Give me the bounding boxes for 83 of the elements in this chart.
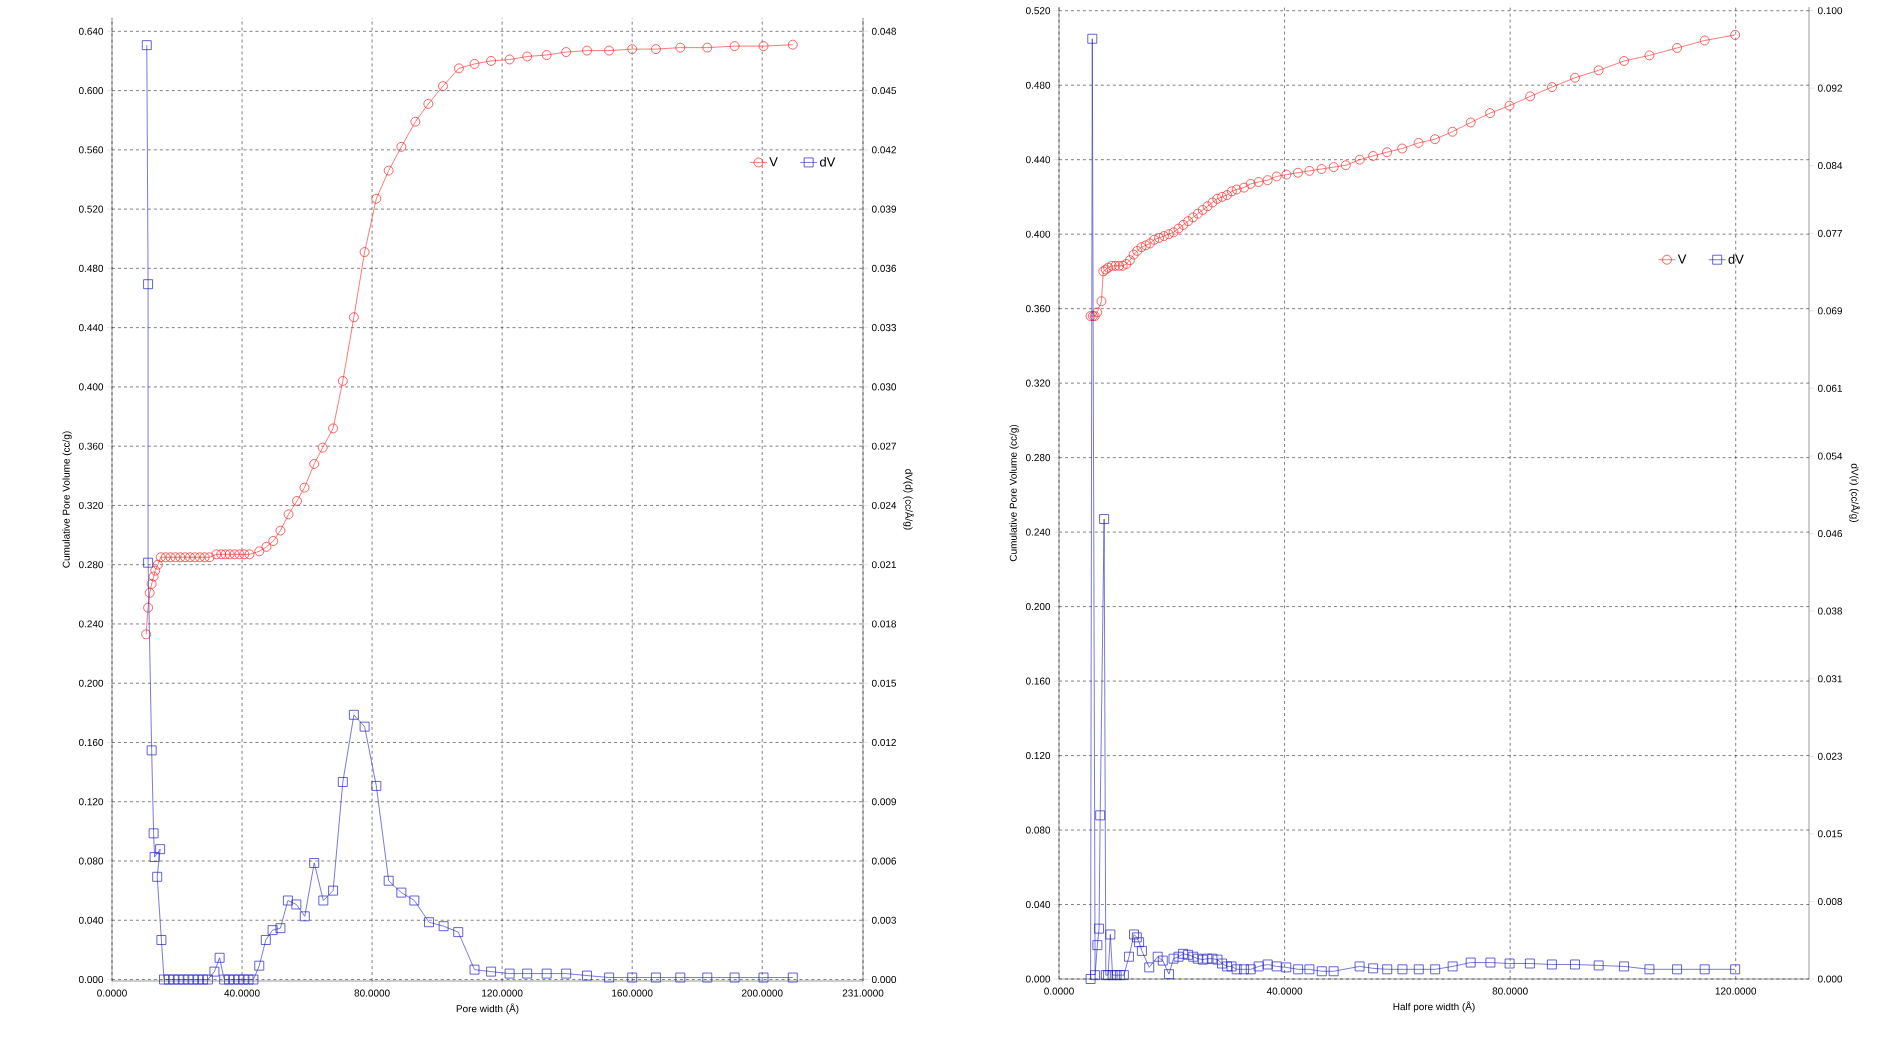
y-tick-label: 0.000 — [1025, 975, 1051, 983]
y2-axis-title: dV(r) (cc/Å/g) — [1849, 463, 1861, 522]
y-tick-label: 0.160 — [78, 738, 104, 746]
y-tick-label: 0.440 — [78, 324, 104, 332]
x-axis-title: Half pore width (Å) — [1393, 1001, 1475, 1013]
y-tick-label: 0.240 — [1025, 528, 1051, 536]
y-tick-label: 0.560 — [78, 146, 104, 154]
x-tick-label: 80.0000 — [1492, 987, 1528, 995]
y2-tick-label: 0.061 — [1817, 384, 1842, 392]
y-tick-label: 0.040 — [78, 916, 104, 924]
y2-tick-label: 0.033 — [871, 324, 897, 332]
y-tick-label: 0.360 — [1025, 305, 1051, 313]
y2-tick-label: 0.000 — [871, 975, 897, 984]
y-tick-label: 0.200 — [78, 679, 104, 687]
y2-tick-label: 0.003 — [871, 916, 897, 924]
y2-tick-label: 0.069 — [1817, 307, 1843, 315]
y2-tick-label: 0.038 — [1817, 607, 1843, 615]
y-tick-label: 0.480 — [78, 264, 104, 272]
legend-label: V — [1677, 254, 1687, 264]
y-tick-label: 0.240 — [78, 620, 104, 628]
y-tick-label: 0.080 — [78, 857, 104, 865]
y2-tick-label: 0.023 — [1817, 752, 1843, 760]
y-tick-label: 0.280 — [78, 561, 104, 569]
legend-label: dV — [820, 156, 836, 167]
x-tick-label: 120.0000 — [482, 989, 523, 997]
y-tick-label: 0.640 — [78, 27, 104, 35]
x-tick-label: 40.0000 — [224, 989, 260, 997]
y2-tick-label: 0.077 — [1817, 229, 1842, 237]
y2-tick-label: 0.092 — [1817, 84, 1842, 92]
y2-tick-label: 0.009 — [871, 798, 896, 806]
y2-tick-label: 0.048 — [871, 27, 897, 35]
y-tick-label: 0.080 — [1025, 826, 1051, 834]
y2-tick-label: 0.012 — [871, 738, 896, 746]
y-tick-label: 0.600 — [78, 87, 104, 95]
y2-tick-label: 0.006 — [871, 857, 897, 865]
y2-tick-label: 0.036 — [871, 264, 897, 272]
y2-tick-label: 0.039 — [871, 205, 896, 213]
x-tick-label: 0.0000 — [1044, 987, 1074, 995]
y2-tick-label: 0.027 — [871, 442, 896, 450]
legend-label: V — [769, 157, 778, 167]
x-tick-label: 40.0000 — [1266, 987, 1303, 995]
x-tick-label: 0.0000 — [97, 989, 127, 997]
x-tick-label: 200.0000 — [741, 989, 783, 997]
y2-tick-label: 0.084 — [1817, 162, 1843, 170]
y-tick-label: 0.200 — [1025, 603, 1051, 611]
x-tick-label: 80.0000 — [354, 989, 390, 997]
y-tick-label: 0.320 — [78, 501, 104, 509]
y-tick-label: 0.160 — [1025, 677, 1051, 685]
y-tick-label: 0.040 — [1025, 900, 1051, 909]
y2-tick-label: 0.054 — [1817, 452, 1843, 460]
y2-tick-label: 0.000 — [1817, 975, 1843, 983]
y-tick-label: 0.440 — [1025, 156, 1051, 164]
y2-tick-label: 0.021 — [871, 561, 896, 569]
y2-tick-label: 0.042 — [871, 146, 896, 154]
y-tick-label: 0.120 — [1025, 752, 1051, 760]
y-tick-label: 0.120 — [78, 798, 104, 806]
y-tick-label: 0.400 — [1025, 230, 1051, 238]
y2-tick-label: 0.008 — [1817, 898, 1843, 906]
y-tick-label: 0.280 — [1025, 454, 1051, 462]
x-tick-label: 231.0000 — [842, 989, 884, 997]
y-tick-label: 0.360 — [78, 442, 104, 450]
y-tick-label: 0.400 — [78, 383, 104, 391]
y2-tick-label: 0.100 — [1817, 7, 1843, 15]
y2-tick-label: 0.024 — [871, 501, 897, 509]
y2-tick-label: 0.030 — [871, 383, 897, 391]
y2-tick-label: 0.018 — [871, 620, 897, 628]
y2-tick-label: 0.045 — [871, 87, 897, 95]
y-tick-label: 0.480 — [1025, 81, 1051, 89]
y2-tick-label: 0.046 — [1817, 530, 1843, 538]
y2-tick-label: 0.031 — [1817, 675, 1842, 683]
x-tick-label: 120.0000 — [1715, 987, 1757, 995]
y-axis-title: Cumulative Pore Volume (cc/g) — [1009, 424, 1019, 562]
y-tick-label: 0.000 — [78, 975, 104, 984]
legend-label: dV — [1728, 254, 1744, 264]
y-tick-label: 0.320 — [1025, 379, 1051, 387]
x-tick-label: 160.0000 — [612, 989, 653, 997]
y-axis-title: Cumulative Pore Volume (cc/g) — [62, 431, 72, 568]
y2-tick-label: 0.015 — [871, 679, 897, 687]
y-tick-label: 0.520 — [1025, 7, 1051, 15]
y2-tick-label: 0.015 — [1817, 830, 1843, 838]
y-tick-label: 0.520 — [78, 205, 104, 213]
y2-axis-title: dV(d) (cc/Å/g) — [903, 469, 915, 530]
x-axis-title: Pore width (Å) — [456, 1003, 519, 1015]
